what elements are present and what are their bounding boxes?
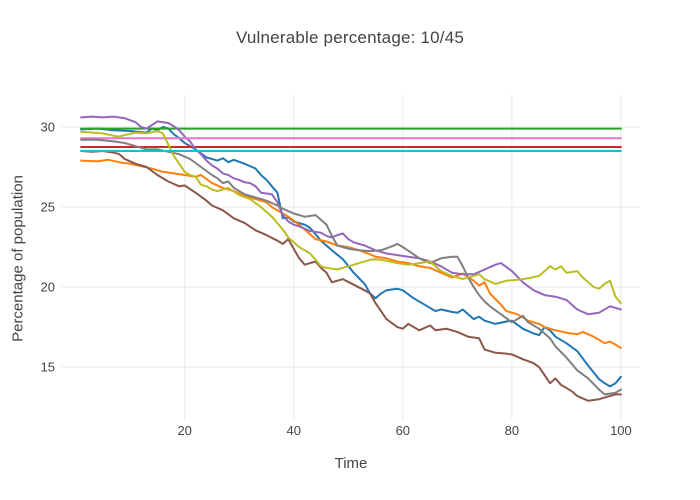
series-line-run-blue — [80, 126, 622, 388]
series-line-run-gray — [80, 138, 622, 396]
y-tick-label-15: 15 — [41, 360, 55, 375]
chart-title: Vulnerable percentage: 10/45 — [235, 28, 465, 47]
series-line-run-brown — [80, 150, 622, 402]
x-tick-label-20: 20 — [177, 423, 191, 438]
x-tick-label-40: 40 — [287, 423, 301, 438]
series-line-run-purple — [80, 115, 622, 316]
x-axis-title: Time — [334, 455, 368, 472]
y-tick-label-20: 20 — [41, 280, 55, 295]
series-line-run-olive — [80, 130, 622, 305]
series-line-run-orange — [80, 158, 622, 349]
x-tick-label-100: 100 — [610, 423, 632, 438]
y-tick-label-25: 25 — [41, 200, 55, 215]
y-tick-label-30: 30 — [41, 120, 55, 135]
x-tick-label-80: 80 — [505, 423, 519, 438]
x-tick-label-60: 60 — [396, 423, 410, 438]
